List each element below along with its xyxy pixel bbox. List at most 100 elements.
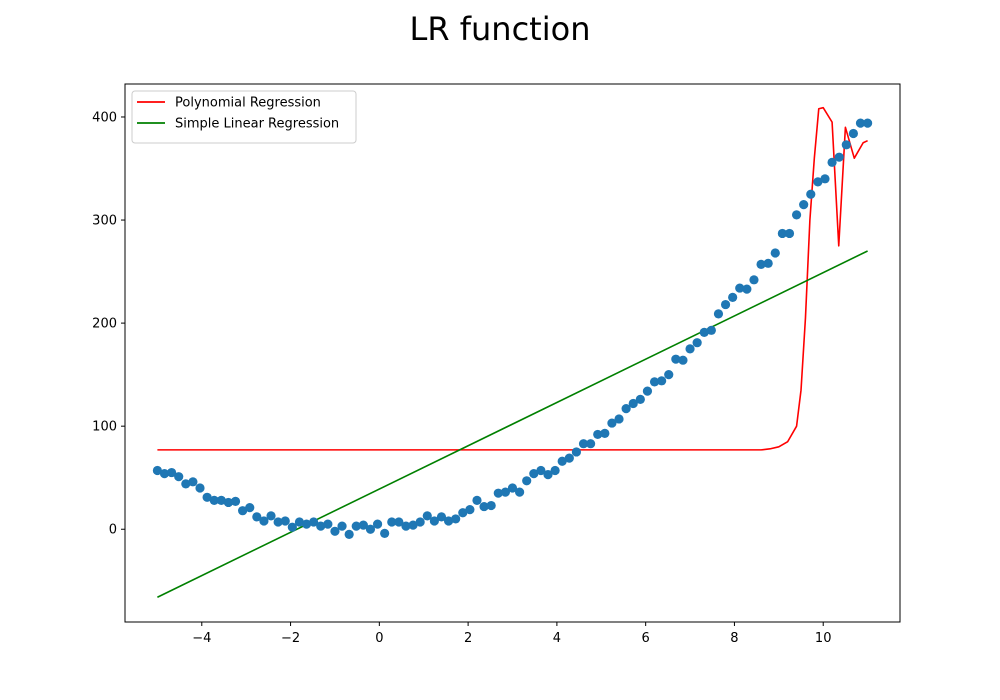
scatter-point — [855, 118, 866, 128]
scatter-point — [578, 439, 589, 449]
scatter-point — [294, 517, 305, 527]
scatter-point — [649, 377, 660, 387]
scatter-point — [515, 487, 525, 497]
scatter-point — [728, 292, 738, 302]
scatter-point — [586, 439, 596, 449]
legend-box — [131, 90, 357, 144]
scatter-point — [273, 517, 283, 527]
y-tick-label: 0 — [109, 523, 117, 538]
scatter-point — [614, 414, 624, 424]
scatter-point — [337, 521, 347, 531]
scatter-point — [571, 447, 582, 457]
scatter-point — [458, 508, 468, 518]
scatter-point — [436, 512, 447, 522]
scatter-point — [372, 519, 383, 529]
scatter-point — [387, 517, 397, 527]
scatter-point — [493, 488, 503, 498]
plot-area — [152, 106, 873, 598]
scatter-point — [195, 483, 205, 493]
scatter-point — [543, 470, 553, 480]
scatter-point — [209, 495, 219, 505]
x-tick-label: 6 — [642, 631, 650, 646]
x-tick-label: 8 — [730, 631, 738, 646]
scatter-point — [401, 521, 411, 531]
scatter-point — [181, 479, 191, 489]
scatter-point — [245, 503, 255, 513]
scatter-point — [380, 528, 390, 538]
scatter-point — [848, 128, 858, 139]
scatter-point — [657, 376, 667, 386]
legend: Polynomial Regression Simple Linear Regre… — [131, 90, 357, 144]
scatter-point — [365, 524, 376, 534]
scatter-point — [834, 152, 844, 162]
scatter-point — [507, 483, 518, 493]
scatter-point — [443, 516, 454, 526]
x-tick-label: −4 — [192, 631, 211, 646]
y-axis: 0 100 200 300 400 — [92, 110, 125, 538]
scatter-point — [358, 520, 368, 530]
scatter-point — [309, 517, 319, 527]
scatter-point — [600, 428, 610, 438]
scatter-point — [202, 492, 212, 502]
scatter-point — [415, 517, 425, 527]
scatter-point — [607, 418, 617, 428]
scatter-point — [863, 118, 873, 128]
scatter-point — [827, 157, 837, 167]
scatter-point — [720, 299, 731, 310]
scatter-point — [628, 398, 638, 409]
scatter-point — [671, 354, 681, 364]
y-tick-label: 300 — [92, 214, 117, 229]
scatter-point — [678, 355, 688, 365]
scatter-point — [664, 370, 674, 380]
scatter-point — [451, 514, 461, 524]
scatter-point — [529, 468, 539, 479]
scatter-point — [280, 516, 290, 526]
x-tick-label: −2 — [281, 631, 300, 646]
scatter-point — [259, 516, 269, 526]
scatter-point — [344, 529, 354, 539]
scatter-point — [287, 522, 297, 532]
scatter-point — [692, 338, 702, 348]
x-tick-label: 0 — [375, 631, 383, 646]
scatter-point — [706, 325, 716, 335]
legend-label: Polynomial Regression — [175, 96, 321, 111]
scatter-point — [550, 465, 560, 476]
scatter-point — [429, 516, 439, 526]
scatter-point — [735, 283, 745, 293]
scatter-point — [799, 199, 809, 210]
scatter-point — [486, 500, 496, 511]
scatter-point — [777, 228, 787, 239]
legend-label: Simple Linear Regression — [175, 117, 339, 132]
scatter-point — [422, 511, 432, 521]
scatter-point — [536, 465, 546, 476]
scatter-point — [223, 497, 234, 508]
y-tick-label: 200 — [92, 317, 117, 332]
scatter-point — [763, 258, 773, 268]
scatter-point — [685, 344, 695, 354]
scatter-point — [188, 477, 198, 487]
series-line-1 — [157, 250, 868, 598]
y-tick-label: 100 — [92, 420, 117, 435]
scatter-point — [557, 456, 567, 466]
scatter-point — [394, 517, 404, 527]
y-tick-label: 400 — [92, 110, 117, 125]
chart-title: LR function — [410, 10, 591, 48]
scatter-point — [472, 495, 482, 505]
scatter-point — [813, 177, 823, 187]
scatter-point — [174, 472, 184, 482]
scatter-point — [216, 495, 226, 505]
scatter-point — [841, 140, 851, 150]
scatter-point — [820, 174, 830, 184]
scatter-point — [806, 189, 816, 199]
x-tick-label: 2 — [464, 631, 472, 646]
scatter-point — [742, 284, 752, 294]
scatter-point — [479, 501, 489, 512]
x-axis: −4 −2 0 2 4 6 8 10 — [192, 622, 831, 646]
scatter-point — [465, 505, 475, 515]
scatter-point — [351, 521, 361, 531]
scatter-point — [316, 521, 326, 531]
scatter-point — [238, 506, 248, 516]
x-tick-label: 4 — [553, 631, 561, 646]
scatter-point — [713, 309, 724, 319]
